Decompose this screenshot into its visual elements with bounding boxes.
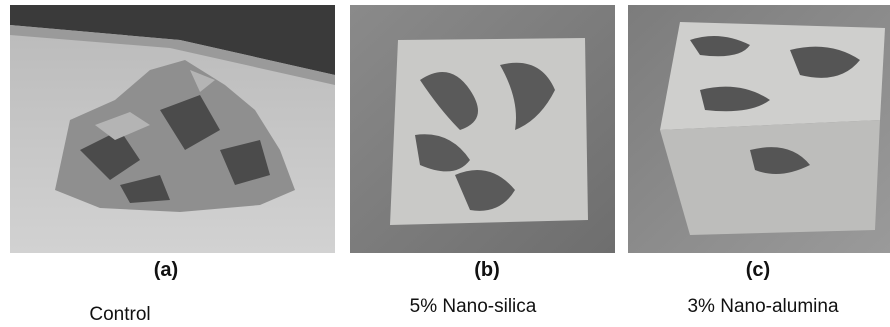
photo-nano-silica [350,5,615,253]
photo-nano-alumina [628,5,890,253]
photo-control [10,5,335,253]
figure: (a) (b) (c) Control 5% Nano-silica 3% Na… [0,0,890,327]
panel-caption: 3% Nano-alumina [687,296,838,317]
panel-caption: Control [89,304,150,325]
panel-label: (c) [746,259,770,281]
panel-label: (a) [154,259,178,281]
panel-label: (b) [474,259,500,281]
panel-caption: 5% Nano-silica [410,296,537,317]
